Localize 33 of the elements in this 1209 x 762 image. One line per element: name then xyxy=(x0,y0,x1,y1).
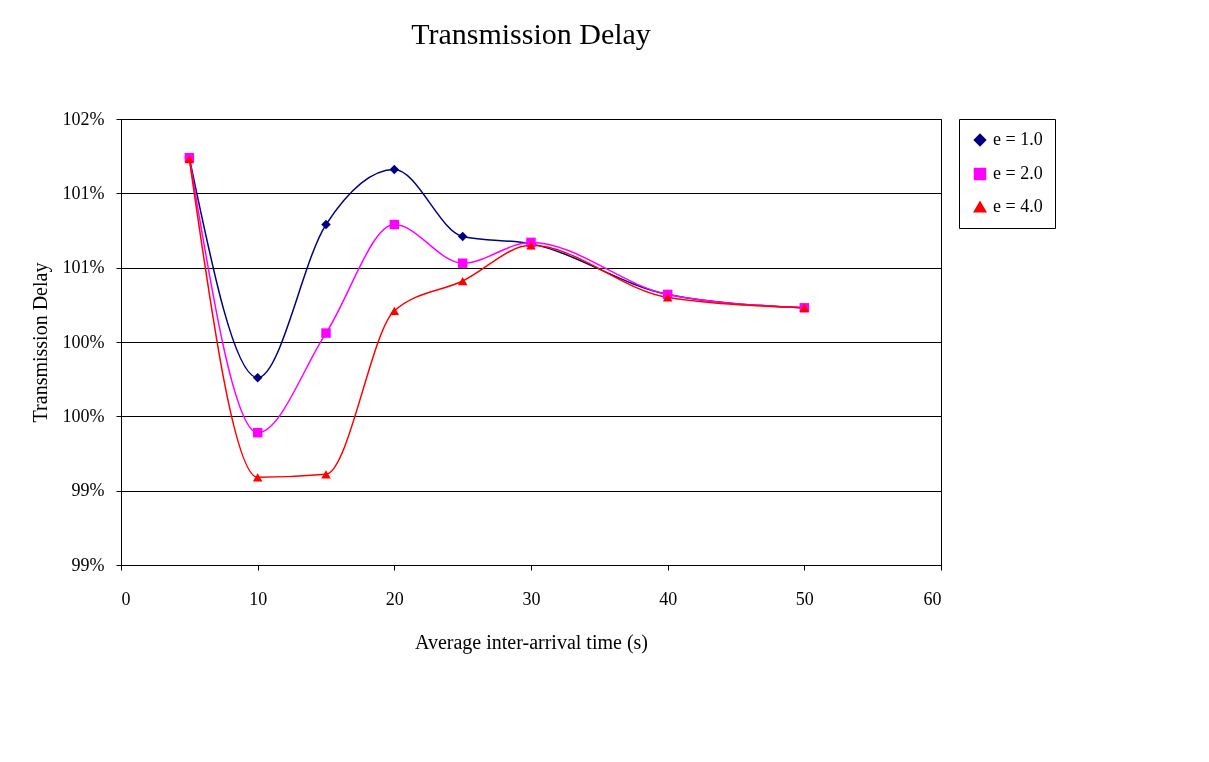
chart-title: Transmission Delay xyxy=(411,17,651,50)
point xyxy=(389,306,400,315)
x-tick-label: 10 xyxy=(249,588,268,609)
y-axis-title: Transmission Delay xyxy=(28,262,52,423)
y-tick-label: 102% xyxy=(62,108,105,129)
x-axis-title: Average inter-arrival time (s) xyxy=(415,630,648,654)
y-tick-label: 100% xyxy=(62,405,105,426)
point xyxy=(389,164,400,175)
x-tick-label: 50 xyxy=(795,588,814,609)
y-tick-label: 99% xyxy=(71,480,105,501)
point xyxy=(321,219,331,230)
x-tick-label: 30 xyxy=(522,588,541,609)
legend-label: e = 2.0 xyxy=(993,163,1043,183)
point xyxy=(252,372,263,383)
y-tick-label: 99% xyxy=(71,554,105,575)
legend-label: e = 1.0 xyxy=(993,129,1043,149)
y-tick-label: 100% xyxy=(62,331,105,352)
point xyxy=(252,473,263,482)
x-tick-label: 0 xyxy=(121,588,131,609)
legend-label: e = 4.0 xyxy=(993,196,1043,216)
x-tick-label: 60 xyxy=(923,588,942,609)
point xyxy=(457,276,468,286)
point xyxy=(321,470,331,479)
x-tick-label: 40 xyxy=(659,588,678,609)
point xyxy=(252,427,263,438)
y-tick-label: 101% xyxy=(62,257,105,278)
point xyxy=(457,231,468,242)
point xyxy=(389,219,400,230)
point xyxy=(662,293,673,302)
point xyxy=(457,258,468,268)
y-tick-label: 101% xyxy=(62,182,105,203)
x-tick-label: 20 xyxy=(385,588,404,609)
point xyxy=(321,328,331,338)
